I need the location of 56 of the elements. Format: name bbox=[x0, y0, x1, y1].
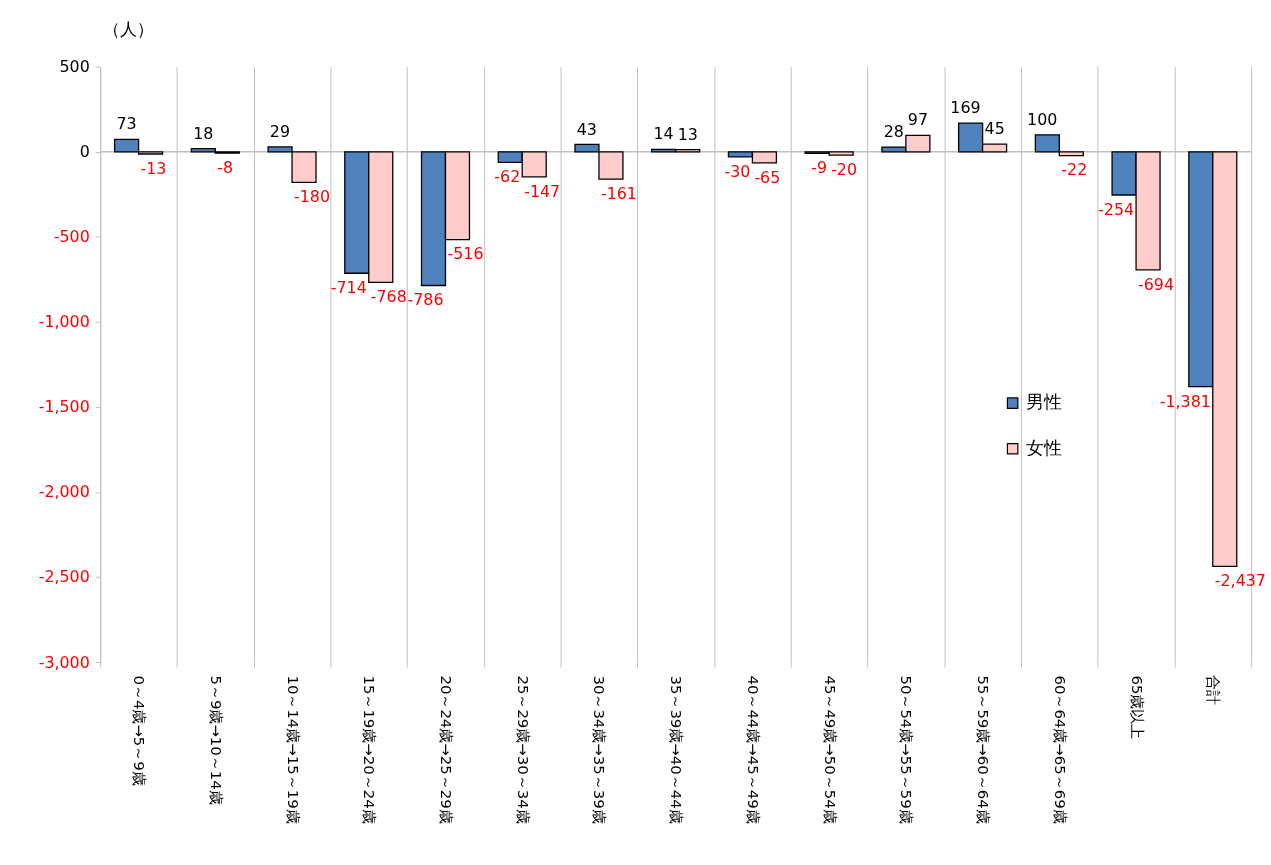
x-tick-label: 60～64歳→65～69歳 bbox=[1050, 675, 1069, 824]
data-label: -22 bbox=[1061, 160, 1088, 180]
y-tick-label: 0 bbox=[79, 142, 90, 162]
data-label: -30 bbox=[724, 161, 751, 181]
x-tick-label: 45～49歳→50～54歳 bbox=[820, 675, 839, 824]
x-tick-label: 5～9歳→10～14歳 bbox=[206, 675, 225, 805]
x-tick-label: 55～59歳→60～64歳 bbox=[974, 675, 993, 824]
data-label: -180 bbox=[294, 187, 331, 207]
x-tick-label: 合計 bbox=[1204, 675, 1223, 706]
y-tick-label: -500 bbox=[53, 227, 90, 247]
x-tick-label: 0～4歳→5～9歳 bbox=[130, 675, 149, 786]
data-label: -161 bbox=[600, 184, 637, 204]
data-label: -65 bbox=[754, 167, 781, 187]
x-tick-label: 25～29歳→30～34歳 bbox=[513, 675, 532, 824]
x-tick-label: 30～34歳→35～39歳 bbox=[590, 675, 609, 824]
data-label: -9 bbox=[811, 158, 828, 178]
legend-label: 男性 bbox=[1025, 391, 1062, 413]
legend-label: 女性 bbox=[1025, 436, 1062, 458]
data-label: 28 bbox=[883, 122, 904, 142]
y-axis-title: （人） bbox=[102, 19, 154, 40]
data-label: -786 bbox=[407, 290, 444, 310]
data-label: 73 bbox=[116, 114, 137, 134]
x-tick-label: 15～19歳→20～24歳 bbox=[360, 675, 379, 824]
data-label: -13 bbox=[140, 158, 167, 178]
data-label: -147 bbox=[524, 181, 561, 201]
data-label: -2,437 bbox=[1214, 571, 1266, 591]
data-label: -768 bbox=[370, 287, 407, 307]
x-tick-label: 35～39歳→40～44歳 bbox=[667, 675, 686, 824]
data-label: -8 bbox=[217, 157, 234, 177]
x-tick-label: 65歳以上 bbox=[1127, 675, 1146, 740]
y-tick-label: -1,500 bbox=[38, 397, 90, 417]
x-tick-label: 10～14歳→15～19歳 bbox=[283, 675, 302, 824]
data-label: -714 bbox=[330, 278, 367, 298]
data-label: -62 bbox=[494, 167, 521, 187]
y-tick-label: -1,000 bbox=[38, 312, 90, 332]
data-label: 97 bbox=[907, 110, 929, 130]
data-label: -516 bbox=[447, 244, 484, 264]
data-label: -254 bbox=[1098, 199, 1135, 219]
data-label: 100 bbox=[1027, 109, 1058, 129]
y-tick-label: -2,500 bbox=[38, 567, 90, 587]
data-label: -1,381 bbox=[1159, 391, 1211, 411]
y-tick-label: 500 bbox=[59, 57, 90, 77]
y-tick-label: -3,000 bbox=[38, 652, 90, 672]
data-label: 29 bbox=[269, 121, 291, 141]
x-tick-label: 50～54歳→55～59歳 bbox=[897, 675, 916, 824]
data-label: 43 bbox=[576, 119, 597, 139]
y-tick-label: -2,000 bbox=[38, 482, 90, 502]
data-label: 45 bbox=[984, 119, 1005, 139]
data-label: 18 bbox=[193, 123, 214, 143]
data-label: -20 bbox=[831, 160, 858, 180]
data-label: -694 bbox=[1138, 274, 1175, 294]
data-label: 169 bbox=[950, 98, 981, 118]
x-tick-label: 40～44歳→45～49歳 bbox=[743, 675, 762, 824]
x-tick-label: 20～24歳→25～29歳 bbox=[437, 675, 456, 824]
data-label: 13 bbox=[677, 124, 698, 144]
data-label: 14 bbox=[653, 124, 674, 144]
